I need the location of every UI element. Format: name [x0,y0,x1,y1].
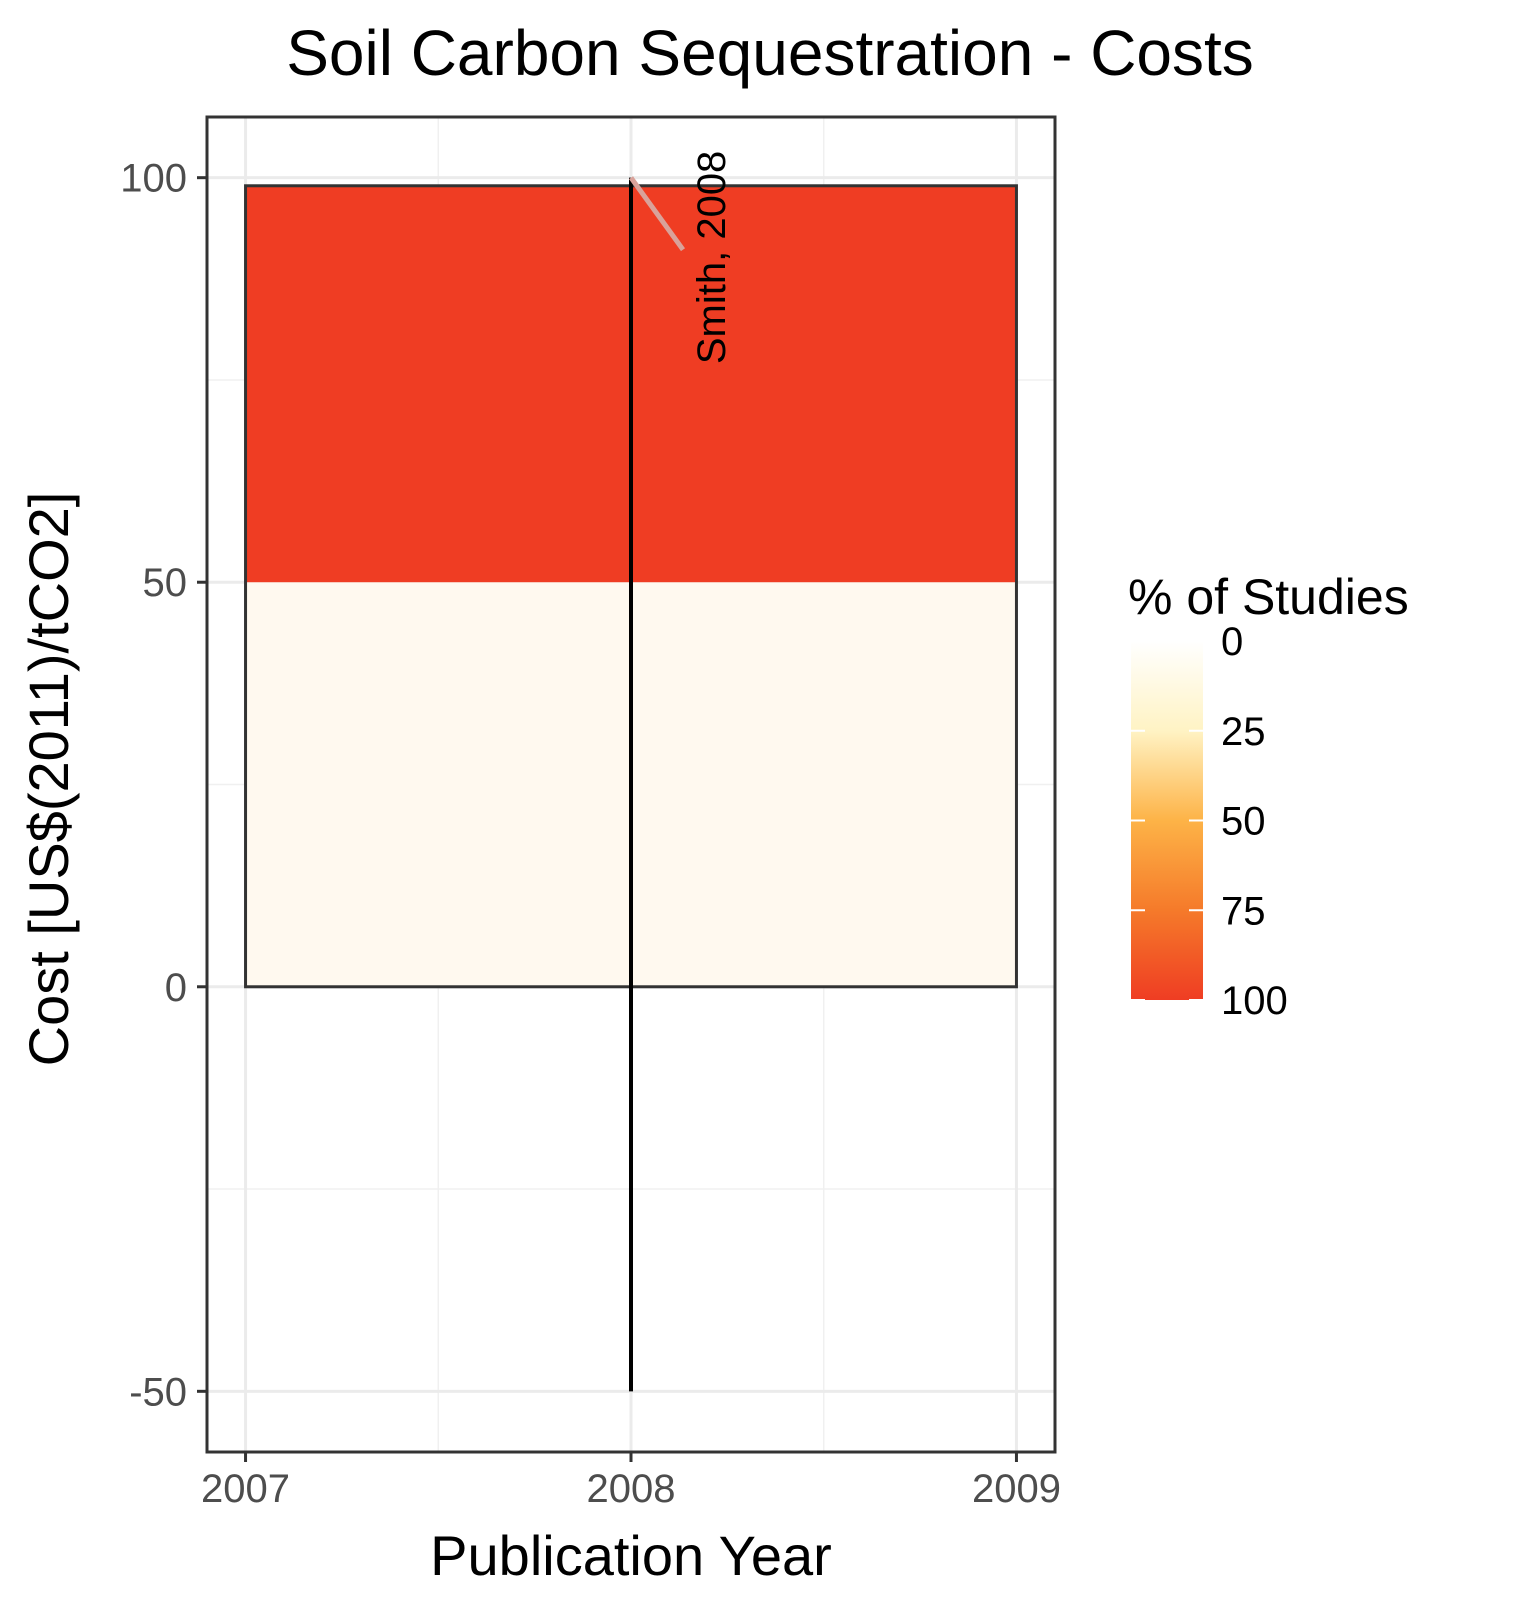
legend: % of Studies 0 25 50 75 100 [1128,569,1409,1023]
y-axis: -50 0 50 100 [120,157,207,1414]
annotation-leader [628,176,686,252]
chart-title: Soil Carbon Sequestration - Costs [286,17,1254,89]
legend-label: 25 [1221,710,1266,754]
y-axis-title: Cost [US$(2011)/tCO2] [17,492,80,1067]
legend-label: 100 [1221,979,1288,1023]
y-tick-label: -50 [129,1370,187,1414]
legend-title: % of Studies [1128,569,1409,625]
y-tick-label: 0 [165,966,187,1010]
x-axis-title: Publication Year [430,1524,832,1587]
plot-area: Smith, 2008 [205,115,1057,1454]
x-tick-label: 2008 [587,1467,676,1511]
x-tick-label: 2009 [972,1467,1061,1511]
annotation-label: Smith, 2008 [690,151,734,364]
legend-label: 75 [1221,889,1266,933]
y-tick-label: 100 [120,157,187,201]
legend-label: 50 [1221,800,1266,844]
x-tick-label: 2007 [201,1467,290,1511]
legend-label: 0 [1221,620,1243,664]
x-axis: 2007 2008 2009 [201,1452,1061,1511]
y-tick-label: 50 [143,561,188,605]
